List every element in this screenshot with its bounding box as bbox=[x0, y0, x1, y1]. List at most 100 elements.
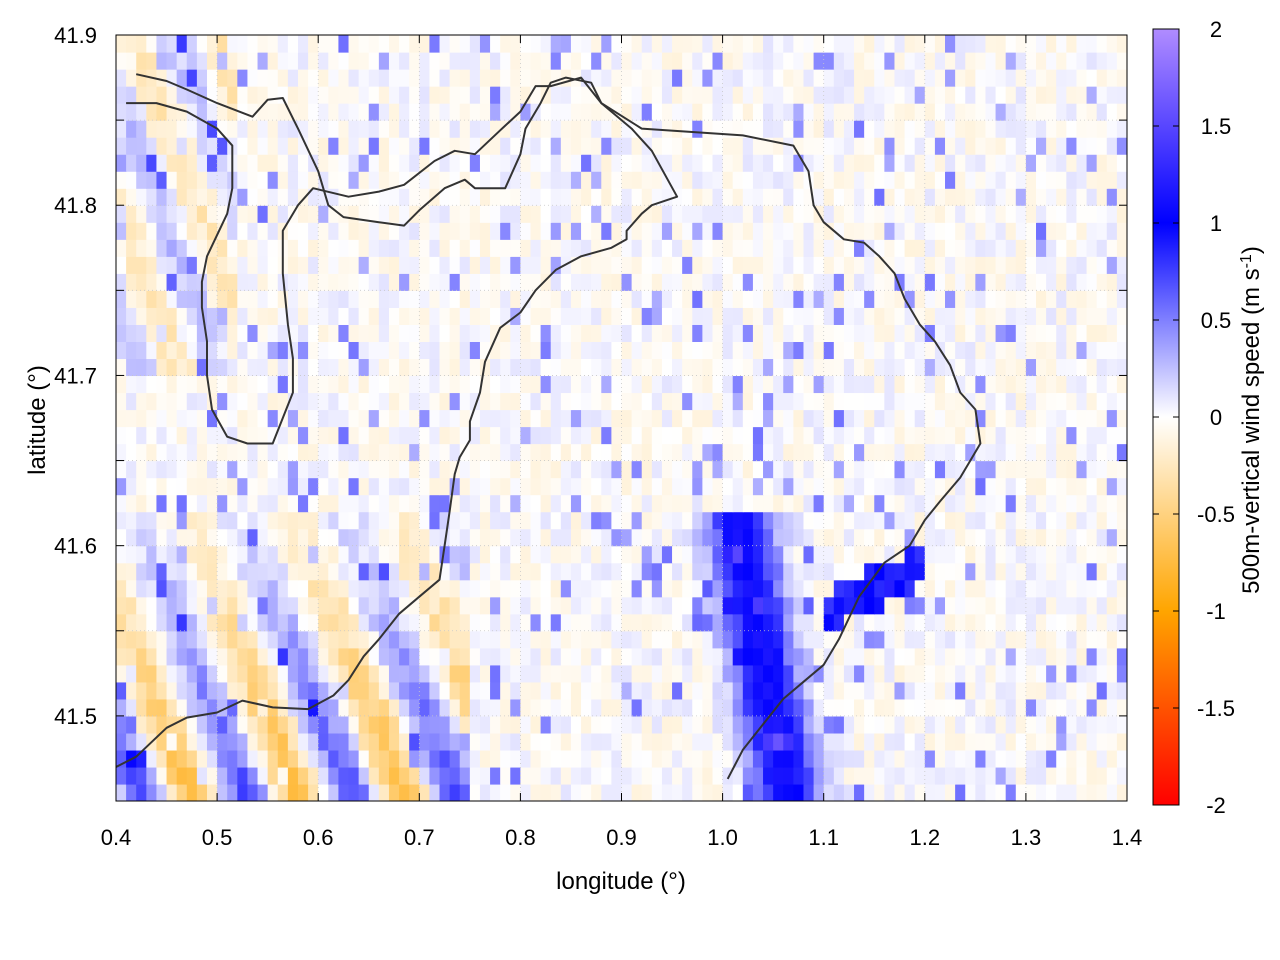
heatmap-cell bbox=[621, 494, 633, 513]
heatmap-cell bbox=[601, 188, 612, 206]
heatmap-cell bbox=[237, 375, 249, 394]
heatmap-cell bbox=[1056, 732, 1067, 751]
heatmap-cell bbox=[126, 86, 137, 104]
heatmap-cell bbox=[570, 732, 582, 751]
heatmap-cell bbox=[601, 545, 612, 564]
heatmap-cell bbox=[116, 443, 127, 462]
heatmap-cell bbox=[672, 562, 683, 581]
heatmap-cell bbox=[874, 749, 885, 768]
heatmap-cell bbox=[651, 749, 663, 768]
heatmap-cell bbox=[570, 460, 582, 479]
heatmap-cell bbox=[116, 358, 127, 377]
heatmap-cell bbox=[287, 392, 299, 411]
heatmap-cell bbox=[469, 52, 481, 70]
heatmap-cell bbox=[277, 664, 289, 683]
heatmap-cell bbox=[196, 137, 208, 155]
heatmap-cell bbox=[136, 273, 147, 291]
heatmap-cell bbox=[510, 171, 521, 189]
heatmap-cell bbox=[1096, 596, 1108, 615]
heatmap-cell bbox=[166, 324, 178, 342]
heatmap-cell bbox=[722, 256, 734, 274]
heatmap-cell bbox=[570, 664, 582, 683]
heatmap-cell bbox=[116, 256, 127, 274]
x-tick-label: 1.3 bbox=[1011, 825, 1042, 850]
heatmap-cell bbox=[277, 69, 289, 87]
heatmap-cell bbox=[955, 358, 966, 377]
heatmap-cell bbox=[1066, 52, 1078, 70]
heatmap-cell bbox=[257, 579, 269, 598]
heatmap-cell bbox=[702, 409, 714, 428]
heatmap-cell bbox=[914, 409, 926, 428]
heatmap-cell bbox=[146, 324, 158, 342]
heatmap-cell bbox=[1066, 256, 1078, 274]
heatmap-cell bbox=[924, 460, 936, 479]
heatmap-cell bbox=[196, 511, 208, 530]
heatmap-cell bbox=[500, 307, 511, 325]
heatmap-cell bbox=[328, 137, 340, 155]
heatmap-cell bbox=[419, 358, 431, 377]
heatmap-cell bbox=[864, 664, 875, 683]
heatmap-cell bbox=[186, 273, 198, 291]
heatmap-cell bbox=[914, 256, 926, 274]
heatmap-cell bbox=[601, 579, 612, 598]
heatmap-cell bbox=[955, 545, 966, 564]
heatmap-cell bbox=[126, 154, 137, 172]
heatmap-cell bbox=[813, 613, 825, 632]
heatmap-cell bbox=[914, 392, 926, 411]
heatmap-cell bbox=[1066, 307, 1078, 325]
heatmap-cell bbox=[823, 732, 835, 751]
heatmap-cell bbox=[520, 290, 532, 308]
heatmap-cell bbox=[196, 69, 208, 87]
heatmap-cell bbox=[661, 188, 673, 206]
heatmap-cell bbox=[439, 511, 451, 530]
heatmap-cell bbox=[965, 749, 976, 768]
heatmap-cell bbox=[146, 715, 158, 734]
heatmap-cell bbox=[1046, 52, 1057, 70]
heatmap-cell bbox=[864, 409, 875, 428]
heatmap-cell bbox=[985, 443, 997, 462]
heatmap-cell bbox=[1056, 494, 1067, 513]
heatmap-cell bbox=[611, 409, 623, 428]
heatmap-cell bbox=[924, 630, 936, 649]
heatmap-cell bbox=[894, 766, 906, 785]
heatmap-cell bbox=[388, 273, 400, 291]
heatmap-cell bbox=[308, 647, 319, 666]
heatmap-cell bbox=[934, 137, 946, 155]
x-tick-label: 0.8 bbox=[505, 825, 536, 850]
heatmap-cell bbox=[459, 341, 471, 360]
heatmap-cell bbox=[247, 630, 259, 649]
heatmap-cell bbox=[166, 35, 178, 53]
heatmap-cell bbox=[459, 664, 471, 683]
heatmap-cell bbox=[1116, 171, 1127, 189]
heatmap-cell bbox=[833, 443, 845, 462]
heatmap-cell bbox=[399, 273, 410, 291]
heatmap-cell bbox=[621, 664, 633, 683]
heatmap-cell bbox=[1086, 35, 1098, 53]
heatmap-cell bbox=[186, 307, 198, 325]
heatmap-cell bbox=[581, 239, 592, 257]
heatmap-cell bbox=[217, 358, 228, 377]
heatmap-cell bbox=[1086, 409, 1098, 428]
heatmap-cell bbox=[813, 35, 825, 53]
heatmap-cell bbox=[348, 698, 360, 717]
heatmap-cell bbox=[490, 681, 501, 700]
heatmap-cell bbox=[257, 715, 269, 734]
heatmap-cell bbox=[500, 732, 511, 751]
heatmap-cell bbox=[449, 596, 461, 615]
heatmap-cell bbox=[945, 545, 956, 564]
heatmap-cell bbox=[186, 375, 198, 394]
heatmap-cell bbox=[308, 290, 319, 308]
heatmap-cell bbox=[399, 715, 410, 734]
heatmap-cell bbox=[783, 205, 794, 223]
heatmap-cell bbox=[419, 222, 431, 240]
heatmap-cell bbox=[773, 681, 784, 700]
heatmap-cell bbox=[1025, 664, 1037, 683]
heatmap-cell bbox=[975, 732, 987, 751]
heatmap-cell bbox=[1096, 324, 1108, 342]
heatmap-cell bbox=[1046, 137, 1057, 155]
heatmap-cell bbox=[297, 52, 309, 70]
heatmap-cell bbox=[702, 35, 714, 53]
heatmap-cell bbox=[227, 630, 238, 649]
heatmap-cell bbox=[1056, 664, 1067, 683]
heatmap-cell bbox=[1036, 239, 1047, 257]
